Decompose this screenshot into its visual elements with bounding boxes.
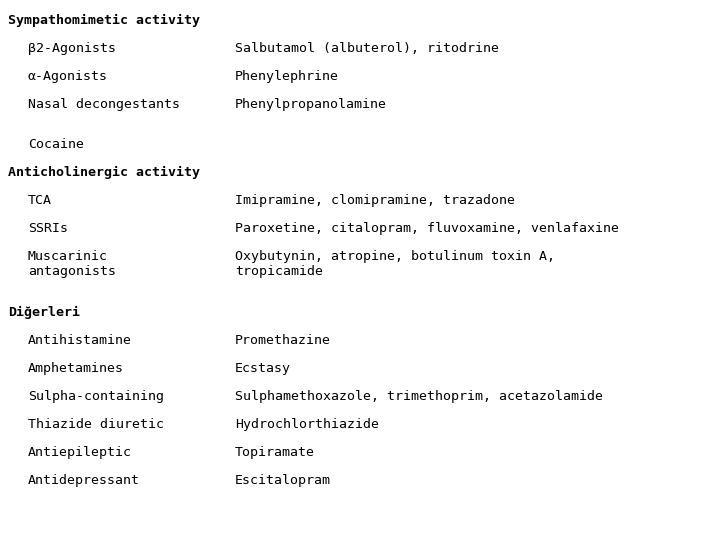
Text: Hydrochlorthiazide: Hydrochlorthiazide [235, 418, 379, 431]
Text: Nasal decongestants: Nasal decongestants [28, 98, 180, 111]
Text: Oxybutynin, atropine, botulinum toxin A,
tropicamide: Oxybutynin, atropine, botulinum toxin A,… [235, 250, 555, 278]
Text: Topiramate: Topiramate [235, 446, 315, 459]
Text: Phenylpropanolamine: Phenylpropanolamine [235, 98, 387, 111]
Text: Amphetamines: Amphetamines [28, 362, 124, 375]
Text: Sulpha-containing: Sulpha-containing [28, 390, 164, 403]
Text: Anticholinergic activity: Anticholinergic activity [8, 166, 200, 179]
Text: Imipramine, clomipramine, trazadone: Imipramine, clomipramine, trazadone [235, 194, 515, 207]
Text: TCA: TCA [28, 194, 52, 207]
Text: β2-Agonists: β2-Agonists [28, 42, 116, 55]
Text: Antiepileptic: Antiepileptic [28, 446, 132, 459]
Text: Sympathomimetic activity: Sympathomimetic activity [8, 14, 200, 27]
Text: Muscarinic
antagonists: Muscarinic antagonists [28, 250, 116, 278]
Text: Escitalopram: Escitalopram [235, 474, 331, 487]
Text: Antidepressant: Antidepressant [28, 474, 140, 487]
Text: α-Agonists: α-Agonists [28, 70, 108, 83]
Text: Thiazide diuretic: Thiazide diuretic [28, 418, 164, 431]
Text: Ecstasy: Ecstasy [235, 362, 291, 375]
Text: Antihistamine: Antihistamine [28, 334, 132, 347]
Text: Cocaine: Cocaine [28, 138, 84, 151]
Text: Salbutamol (albuterol), ritodrine: Salbutamol (albuterol), ritodrine [235, 42, 499, 55]
Text: Phenylephrine: Phenylephrine [235, 70, 339, 83]
Text: Diğerleri: Diğerleri [8, 306, 80, 319]
Text: Paroxetine, citalopram, fluvoxamine, venlafaxine: Paroxetine, citalopram, fluvoxamine, ven… [235, 222, 619, 235]
Text: Promethazine: Promethazine [235, 334, 331, 347]
Text: SSRIs: SSRIs [28, 222, 68, 235]
Text: Sulphamethoxazole, trimethoprim, acetazolamide: Sulphamethoxazole, trimethoprim, acetazo… [235, 390, 603, 403]
